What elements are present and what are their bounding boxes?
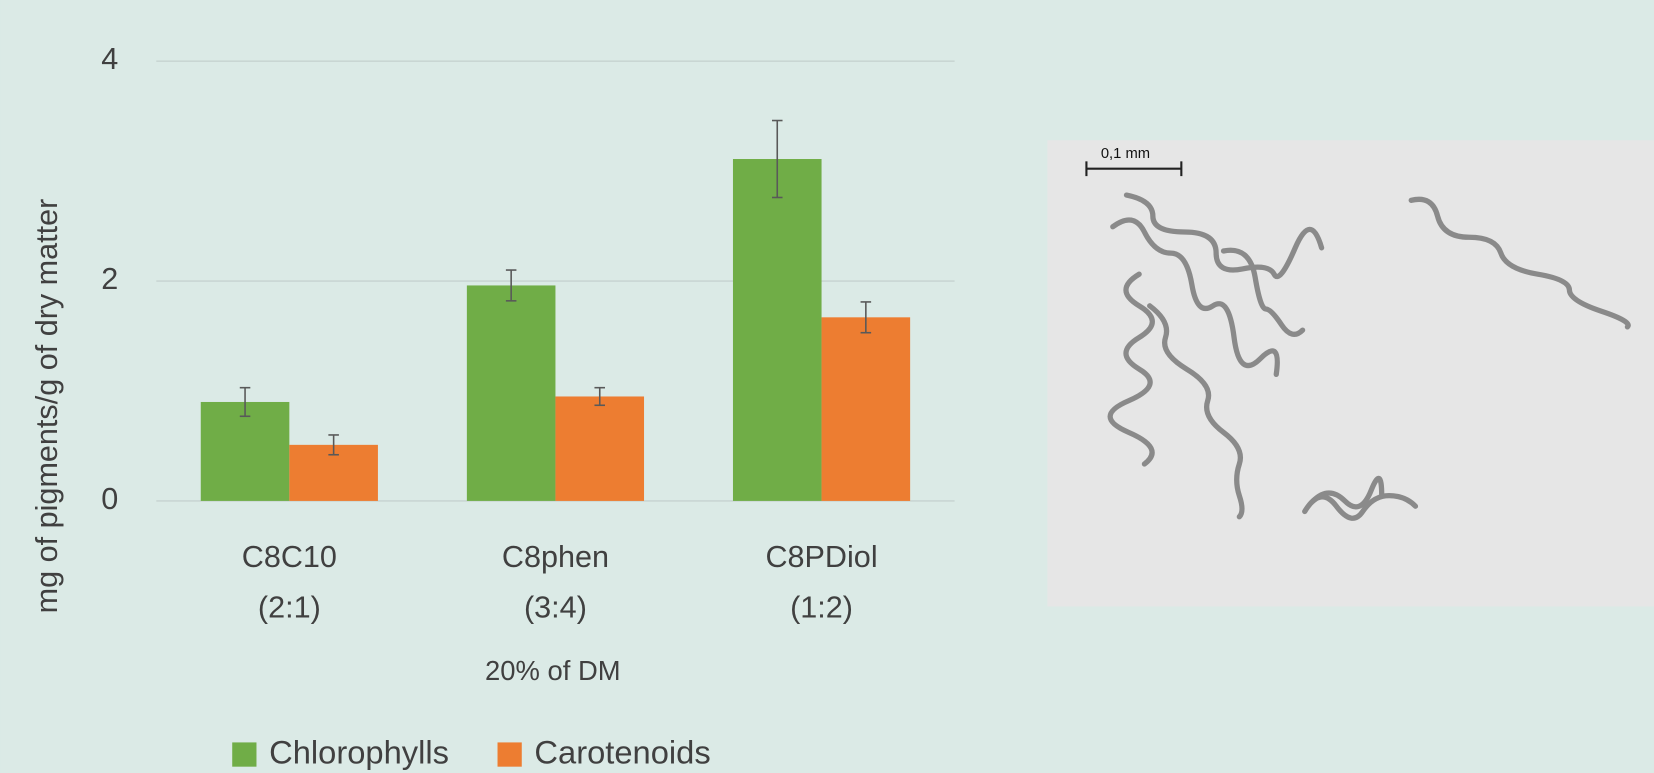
y-axis-title: mg of pigments/g of dry matter <box>30 199 64 614</box>
bar <box>732 159 822 501</box>
y-tick-label: 0 <box>101 482 118 516</box>
scale-bar <box>1085 161 1183 177</box>
filament <box>1110 217 1280 378</box>
error-bar <box>505 269 517 302</box>
x-axis-title: 20% of DM <box>485 655 621 686</box>
error-bar <box>860 301 872 334</box>
y-tick-label: 4 <box>101 42 118 76</box>
scale-bar-label: 0,1 mm <box>1101 146 1150 162</box>
micrograph-frame <box>1047 140 1654 607</box>
bar <box>200 401 290 501</box>
x-tick-label: C8C10 (2:1) <box>242 540 337 625</box>
bar <box>821 317 911 501</box>
filament <box>1220 247 1306 337</box>
filament <box>1107 271 1155 467</box>
bar <box>555 396 645 501</box>
y-tick-label: 2 <box>101 262 118 296</box>
error-bar <box>239 386 251 418</box>
filament <box>1302 493 1419 521</box>
micrograph: 0,1 mm <box>1047 140 1654 607</box>
x-tick-label: C8PDiol (1:2) <box>765 540 877 625</box>
filament <box>1408 196 1631 330</box>
filament <box>1147 303 1245 520</box>
legend-swatch <box>232 742 257 767</box>
legend-swatch <box>497 742 522 767</box>
error-bar <box>328 434 339 456</box>
legend-label: Chlorophylls <box>269 734 449 771</box>
filament <box>1123 192 1325 280</box>
bar <box>466 285 556 501</box>
error-bar <box>594 386 606 407</box>
filaments <box>1107 192 1631 521</box>
legend-label: Carotenoids <box>534 734 710 771</box>
x-tick-label: C8phen (3:4) <box>502 540 609 625</box>
filament <box>1310 475 1385 510</box>
error-bar <box>771 119 783 199</box>
